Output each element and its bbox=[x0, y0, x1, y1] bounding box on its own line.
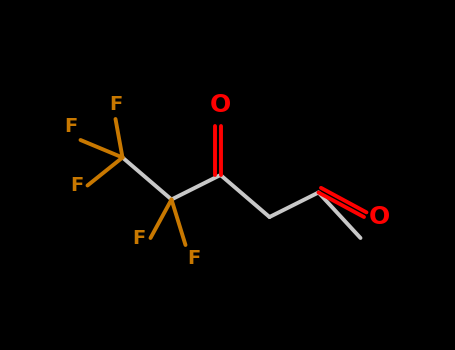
Text: O: O bbox=[369, 205, 390, 229]
Text: F: F bbox=[109, 95, 122, 114]
Text: F: F bbox=[71, 176, 84, 195]
Text: F: F bbox=[132, 229, 145, 247]
Text: F: F bbox=[187, 248, 201, 267]
Text: F: F bbox=[64, 118, 77, 136]
Text: O: O bbox=[210, 93, 231, 117]
